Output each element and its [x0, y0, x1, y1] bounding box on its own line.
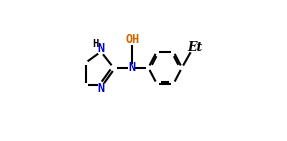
Text: Et: Et [187, 41, 202, 54]
Text: N: N [97, 82, 104, 95]
Text: N: N [97, 42, 104, 55]
Text: N: N [128, 61, 135, 74]
Text: OH: OH [125, 33, 139, 46]
Text: H: H [92, 39, 99, 49]
